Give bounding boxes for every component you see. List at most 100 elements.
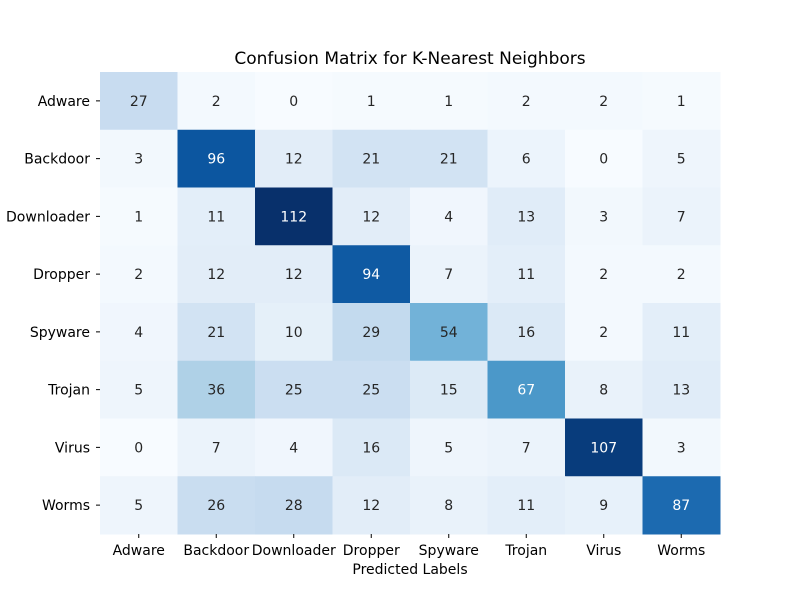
cell-value-label: 54 <box>440 325 458 341</box>
heatmap-cell <box>100 303 178 362</box>
heatmap-cell <box>487 72 566 131</box>
heatmap-cell <box>410 303 488 362</box>
heatmap-cell <box>332 129 411 188</box>
heatmap-cell <box>410 360 488 419</box>
heatmap-cell <box>177 360 256 419</box>
x-tick-label: Adware <box>113 543 165 559</box>
cell-value-label: 11 <box>517 267 535 283</box>
heatmap-cell <box>487 245 566 304</box>
cell-value-label: 1 <box>134 209 143 225</box>
cell-value-label: 21 <box>362 152 380 168</box>
cell-value-label: 2 <box>677 267 686 283</box>
cell-value-label: 21 <box>207 325 225 341</box>
heatmap-cell <box>642 476 721 535</box>
cell-value-label: 87 <box>672 498 690 514</box>
cell-value-label: 12 <box>362 209 380 225</box>
cell-value-label: 25 <box>362 383 380 399</box>
cell-value-label: 0 <box>289 94 298 110</box>
y-tick-label: Dropper <box>33 267 90 283</box>
heatmap-cell <box>100 129 178 188</box>
y-tick-label: Virus <box>55 440 90 456</box>
cell-value-label: 7 <box>444 267 453 283</box>
cell-value-label: 12 <box>285 267 303 283</box>
cell-value-label: 3 <box>134 152 143 168</box>
x-axis-label: Predicted Labels <box>352 562 467 578</box>
cell-labels: 27 2 0 1 1 2 2 13 96 12 21 21 6 0 51 11 112 12 4 13 3 72 12 12 9… <box>130 94 690 514</box>
heatmap-cell <box>100 360 178 419</box>
heatmap-cell <box>565 72 643 131</box>
cell-value-label: 11 <box>672 325 690 341</box>
heatmap-cell <box>100 245 178 304</box>
heatmap-cell <box>332 72 411 131</box>
cell-value-label: 2 <box>134 267 143 283</box>
y-tick-label: Adware <box>38 94 90 110</box>
heatmap-cell <box>255 72 333 131</box>
heatmap-cell <box>642 418 721 477</box>
heatmap-cell <box>487 360 566 419</box>
cell-value-label: 11 <box>207 209 225 225</box>
x-tick-label: Downloader <box>252 543 336 559</box>
heatmap-cell <box>642 303 721 362</box>
x-tick-label: Virus <box>586 543 621 559</box>
heatmap-cell <box>255 187 333 246</box>
x-tick-label: Backdoor <box>183 543 249 559</box>
heatmap-cell <box>565 187 643 246</box>
cell-value-label: 0 <box>134 440 143 456</box>
cell-value-label: 21 <box>440 152 458 168</box>
cell-value-label: 13 <box>517 209 535 225</box>
cell-value-label: 112 <box>280 209 307 225</box>
heatmap-cell <box>332 245 411 304</box>
cell-value-label: 16 <box>362 440 380 456</box>
cell-value-label: 8 <box>444 498 453 514</box>
y-axis-ticks: Adware Backdoor Downloader Dropper Spyware Tr… <box>6 94 100 514</box>
heatmap-cell <box>332 187 411 246</box>
cell-value-label: 1 <box>444 94 453 110</box>
cell-value-label: 7 <box>677 209 686 225</box>
cell-value-label: 94 <box>362 267 380 283</box>
cell-value-label: 15 <box>440 383 458 399</box>
y-tick-label: Downloader <box>6 209 90 225</box>
cell-value-label: 11 <box>517 498 535 514</box>
cell-value-label: 96 <box>207 152 225 168</box>
heatmap-cell <box>642 360 721 419</box>
heatmap-cell <box>642 129 721 188</box>
heatmap-cell <box>642 187 721 246</box>
x-axis-ticks: Adware Backdoor Downloader Dropper Spyware Tr… <box>113 534 705 559</box>
cell-value-label: 5 <box>134 383 143 399</box>
cell-value-label: 6 <box>522 152 531 168</box>
y-tick-label: Trojan <box>47 383 90 399</box>
heatmap-cell <box>177 418 256 477</box>
heatmap-cell <box>255 303 333 362</box>
cell-value-label: 2 <box>522 94 531 110</box>
heatmap-cell <box>177 476 256 535</box>
cell-value-label: 67 <box>517 383 535 399</box>
heatmap-cell <box>410 129 488 188</box>
heatmap-cell <box>100 418 178 477</box>
cell-value-label: 16 <box>517 325 535 341</box>
cell-value-label: 1 <box>367 94 376 110</box>
heatmap-cell <box>100 72 178 131</box>
heatmap-cell <box>487 303 566 362</box>
heatmap-cell <box>410 187 488 246</box>
heatmap-cells <box>100 72 721 535</box>
heatmap-cell <box>177 245 256 304</box>
cell-value-label: 12 <box>207 267 225 283</box>
cell-value-label: 5 <box>677 152 686 168</box>
heatmap-cell <box>487 129 566 188</box>
cell-value-label: 5 <box>134 498 143 514</box>
heatmap-cell <box>565 418 643 477</box>
cell-value-label: 1 <box>677 94 686 110</box>
heatmap-cell <box>642 72 721 131</box>
cell-value-label: 13 <box>672 383 690 399</box>
cell-value-label: 2 <box>212 94 221 110</box>
heatmap-cell <box>177 187 256 246</box>
y-tick-label: Worms <box>42 498 90 514</box>
heatmap-cell <box>565 476 643 535</box>
chart-title: Confusion Matrix for K-Nearest Neighbors <box>234 49 585 69</box>
cell-value-label: 26 <box>207 498 225 514</box>
heatmap-cell <box>410 72 488 131</box>
heatmap-cell <box>177 72 256 131</box>
cell-value-label: 7 <box>212 440 221 456</box>
cell-value-label: 3 <box>677 440 686 456</box>
